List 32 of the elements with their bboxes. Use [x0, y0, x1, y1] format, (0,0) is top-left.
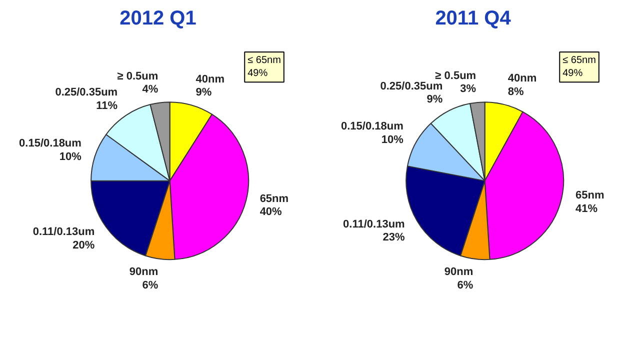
text: ≤ 65nm 49% [562, 54, 596, 80]
data-label: 23% [382, 232, 406, 244]
chart-title: 2011 Q4 [435, 8, 512, 30]
data-label: 6% [457, 279, 474, 292]
slice-label: 40nm [196, 73, 225, 86]
slice-label: 0.11/0.13um [32, 226, 95, 238]
slice-label: 0.11/0.13um [343, 218, 406, 230]
slice-label: 0.25/0.35um [380, 80, 443, 92]
data-label: 41% [576, 202, 598, 215]
data-label: 4% [142, 84, 158, 96]
slice-label: ≥ 0.5um [117, 70, 158, 82]
data-label: 40% [260, 206, 282, 218]
data-label: 3% [460, 83, 476, 96]
data-label: 11% [96, 100, 118, 112]
slice-label: ≥ 0.5um [435, 70, 476, 82]
data-label: 20% [72, 239, 95, 252]
data-label: 6% [142, 279, 158, 292]
data-label: 10% [381, 134, 404, 146]
text: ≤ 65nm 49% [248, 54, 281, 80]
slice-label: 0.25/0.35um [55, 86, 118, 99]
data-label: 9% [196, 86, 212, 99]
data-label: 9% [426, 94, 443, 106]
slice-label: 65nm [576, 190, 604, 202]
slice-label: 0.15/0.18um [19, 138, 82, 150]
chart-title: 2012 Q1 [120, 8, 196, 30]
slice-label: 65nm [260, 192, 289, 205]
data-label: 8% [508, 86, 524, 98]
slice-label: 40nm [508, 72, 537, 85]
slice-label: 90nm [129, 266, 158, 278]
slice-label: 0.15/0.18um [341, 120, 404, 133]
slice-label: 90nm [444, 266, 474, 278]
data-label: 10% [59, 150, 82, 163]
